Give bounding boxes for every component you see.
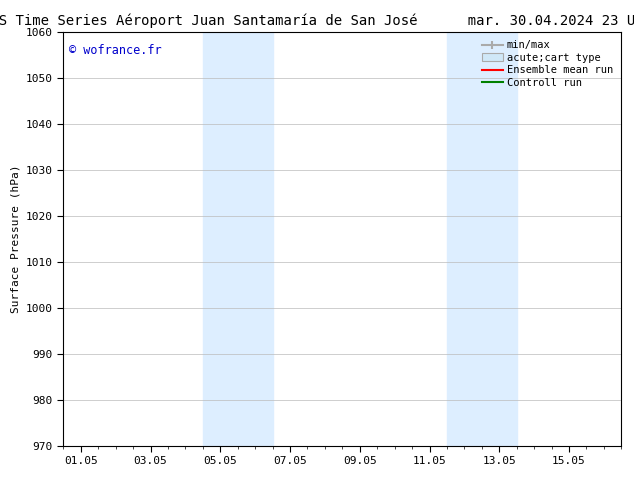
Bar (447, 32, 517, 446)
Bar (203, 32, 273, 446)
Text: ENS Time Series Aéroport Juan Santamaría de San José      mar. 30.04.2024 23 UTC: ENS Time Series Aéroport Juan Santamaría… (0, 14, 634, 28)
Y-axis label: Surface Pressure (hPa): Surface Pressure (hPa) (10, 165, 20, 313)
Text: © wofrance.fr: © wofrance.fr (69, 44, 162, 57)
Legend: min/max, acute;cart type, Ensemble mean run, Controll run: min/max, acute;cart type, Ensemble mean … (479, 37, 616, 91)
